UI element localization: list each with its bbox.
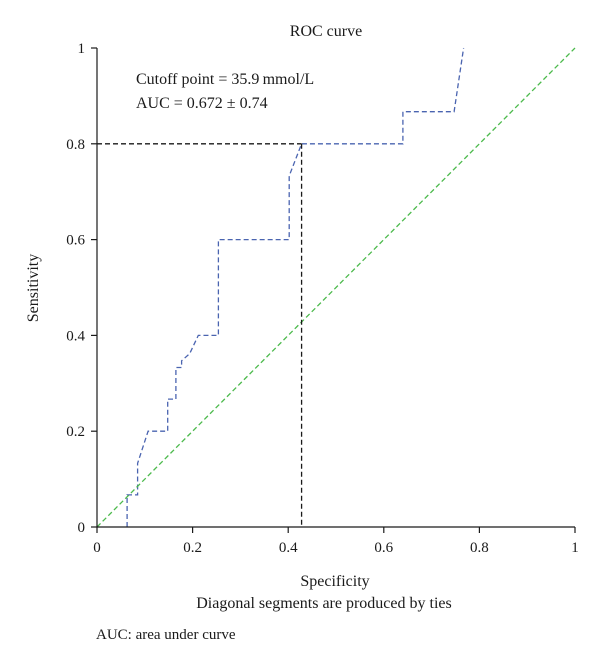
y-tick-label: 0.2 <box>66 424 85 440</box>
y-tick-label: 0.4 <box>66 328 85 344</box>
x-axis-title: Specificity <box>300 573 369 590</box>
y-axis-title: Sensitivity <box>25 254 42 322</box>
diagonal-reference-line <box>96 47 576 528</box>
x-tick-label: 0.4 <box>279 540 298 556</box>
chart-title: ROC curve <box>290 23 362 40</box>
annotation-auc: AUC = 0.672 ± 0.74 <box>136 95 268 112</box>
y-tick-label: 0.8 <box>66 137 85 153</box>
x-tick-label: 0.8 <box>470 540 489 556</box>
roc-curve-line <box>126 47 465 527</box>
plot-area: 0 0.2 0.4 0.6 0.8 1 0 0.2 0.4 0.6 0.8 1 <box>66 41 579 556</box>
y-tick-label: 1 <box>78 41 86 57</box>
chart-note: Diagonal segments are produced by ties <box>196 595 451 612</box>
x-tick-label: 0.2 <box>183 540 202 556</box>
y-tick-label: 0 <box>78 520 86 536</box>
y-tick-label: 0.6 <box>66 233 85 249</box>
footnote: AUC: area under curve <box>96 627 236 643</box>
x-tick-label: 0.6 <box>374 540 393 556</box>
x-tick-label: 1 <box>571 540 579 556</box>
annotation-cutoff: Cutoff point = 35.9 mmol/L <box>136 71 314 88</box>
x-tick-label: 0 <box>93 540 101 556</box>
